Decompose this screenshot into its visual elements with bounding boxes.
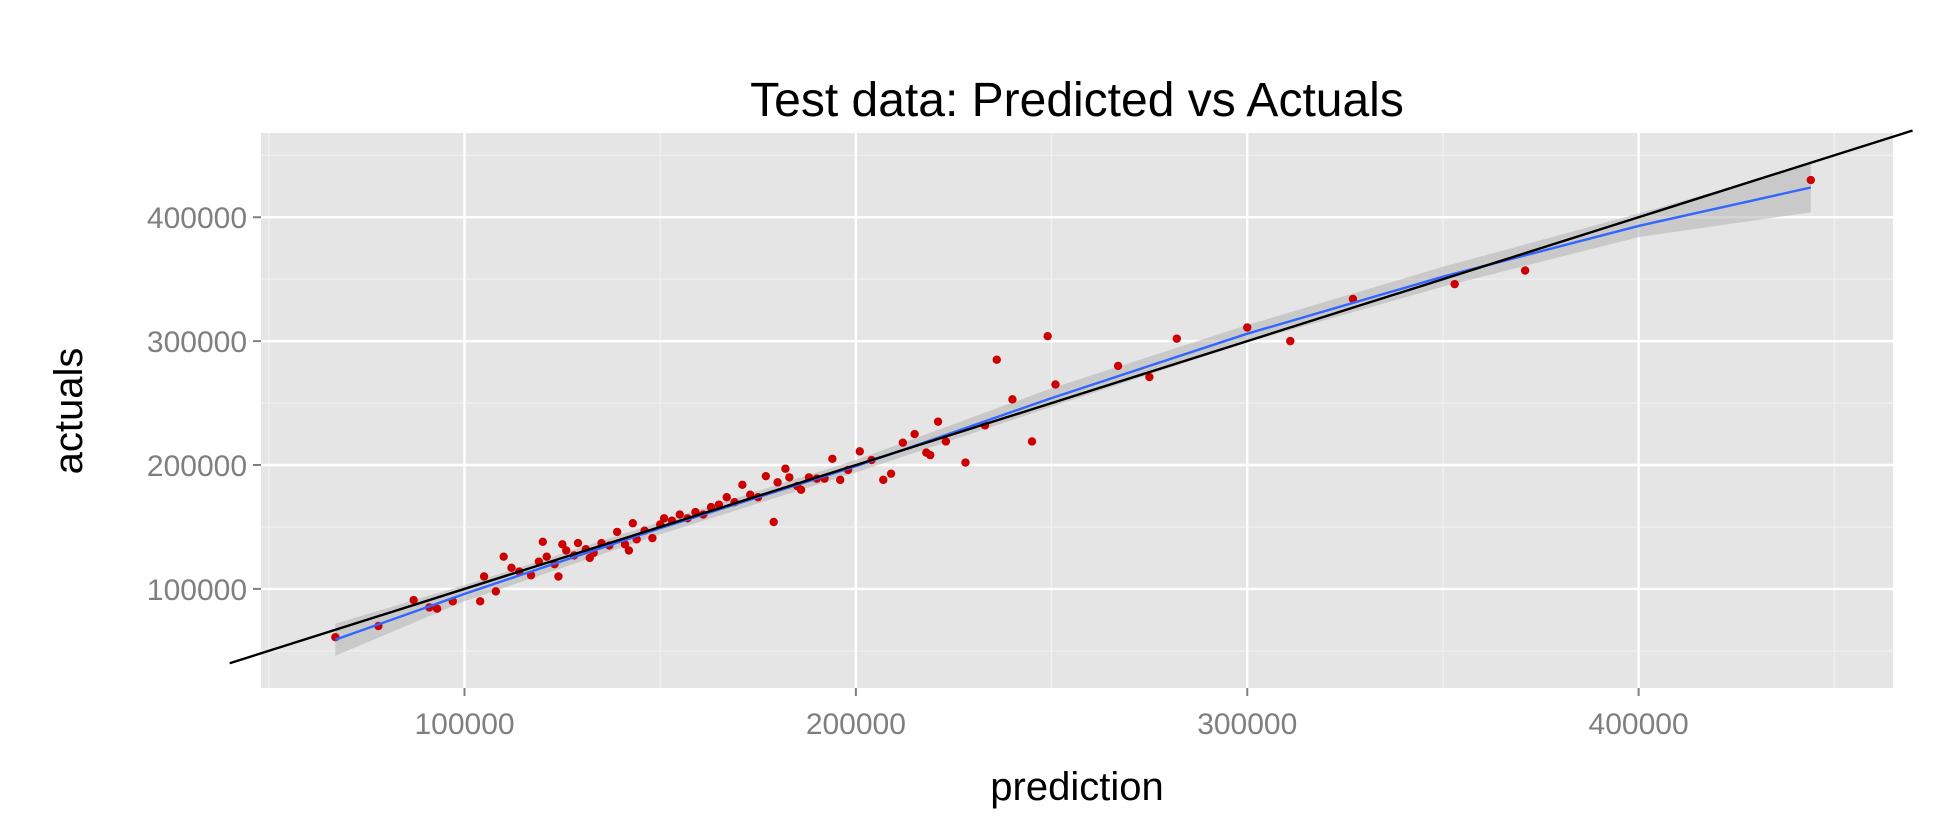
data-point <box>1806 175 1816 185</box>
data-point <box>879 475 888 485</box>
data-point <box>628 519 637 528</box>
data-point <box>562 546 571 555</box>
data-point <box>933 417 943 426</box>
x-axis-title: prediction <box>990 765 1163 809</box>
smooth-line-layer <box>334 186 1812 641</box>
data-point <box>941 437 951 446</box>
y-axis-title: actuals <box>47 348 91 475</box>
reference-line-layer <box>229 129 1913 665</box>
data-point <box>773 478 782 487</box>
data-point <box>1243 323 1252 332</box>
data-point <box>554 572 563 581</box>
data-point <box>675 510 684 519</box>
data-point <box>1043 331 1052 341</box>
data-point <box>1145 372 1154 382</box>
data-point <box>1051 380 1060 389</box>
smooth-line <box>334 186 1812 641</box>
data-point <box>479 572 489 581</box>
data-point <box>573 538 583 548</box>
y-tick-label: 400000 <box>147 202 247 235</box>
data-point <box>499 552 508 561</box>
data-point <box>855 447 864 456</box>
data-point <box>507 563 516 573</box>
data-point <box>738 480 747 490</box>
data-point <box>796 485 806 494</box>
data-point <box>785 473 794 482</box>
data-point <box>1286 336 1295 346</box>
data-point <box>1520 266 1530 275</box>
x-tick-label: 100000 <box>414 708 514 741</box>
chart-title: Test data: Predicted vs Actuals <box>750 74 1404 127</box>
data-point <box>1008 395 1017 404</box>
data-point <box>648 533 657 543</box>
data-point <box>1113 361 1123 371</box>
data-point <box>828 454 837 464</box>
data-point <box>992 355 1001 364</box>
grid-minor <box>261 133 1893 688</box>
data-point <box>1172 334 1181 343</box>
data-point <box>331 633 340 642</box>
x-tick-label: 200000 <box>806 708 906 741</box>
data-point <box>558 540 567 549</box>
data-point <box>781 464 790 473</box>
data-point <box>624 546 634 555</box>
y-tick-label: 100000 <box>147 574 247 607</box>
data-point <box>910 429 919 439</box>
data-point <box>491 587 501 596</box>
data-point <box>898 438 908 447</box>
y-tick-label: 300000 <box>147 326 247 359</box>
confidence-band-layer <box>335 163 1811 656</box>
data-point <box>432 604 442 613</box>
data-point <box>769 517 778 527</box>
data-point <box>542 552 551 561</box>
data-point <box>620 540 630 549</box>
data-point <box>409 595 418 605</box>
data-point <box>961 458 970 467</box>
x-tick-label: 300000 <box>1197 708 1297 741</box>
data-point <box>1027 437 1037 446</box>
y-tick-label: 200000 <box>147 450 247 483</box>
data-point <box>538 537 547 547</box>
confidence-band <box>335 163 1811 656</box>
data-point <box>659 514 669 523</box>
data-point <box>722 493 731 502</box>
x-tick-label: 400000 <box>1589 708 1689 741</box>
data-point <box>886 469 896 478</box>
data-point <box>761 471 771 481</box>
data-point <box>475 597 485 606</box>
axis-ticks: 100000 200000 300000 400000 100000 200000 3000… <box>147 202 1689 741</box>
data-point <box>1450 279 1459 289</box>
reference-line <box>229 129 1913 665</box>
data-point <box>926 450 935 460</box>
data-point <box>836 475 845 485</box>
data-point <box>612 527 622 537</box>
